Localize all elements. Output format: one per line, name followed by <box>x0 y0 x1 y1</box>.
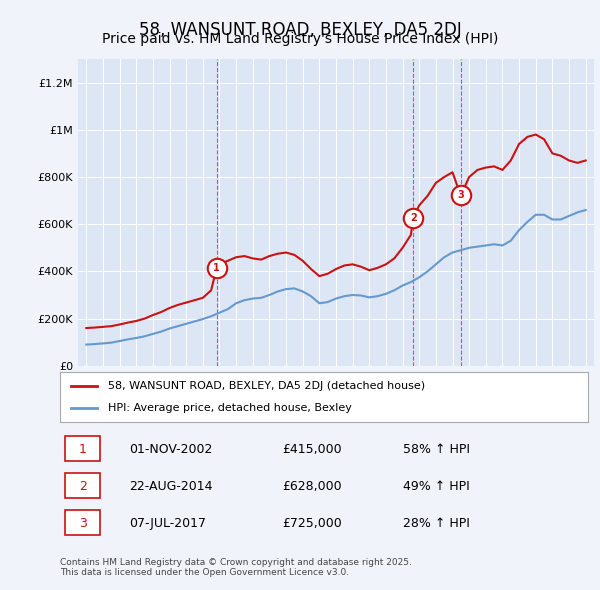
Text: 2: 2 <box>410 212 416 222</box>
Text: 3: 3 <box>458 190 464 199</box>
Text: 3: 3 <box>79 517 86 530</box>
FancyBboxPatch shape <box>65 473 100 498</box>
Text: £725,000: £725,000 <box>282 517 341 530</box>
Text: £415,000: £415,000 <box>282 443 341 456</box>
Text: 2: 2 <box>79 480 86 493</box>
Text: 07-JUL-2017: 07-JUL-2017 <box>128 517 206 530</box>
FancyBboxPatch shape <box>65 510 100 535</box>
Text: 28% ↑ HPI: 28% ↑ HPI <box>403 517 470 530</box>
Text: 1: 1 <box>79 443 86 456</box>
Text: 49% ↑ HPI: 49% ↑ HPI <box>403 480 470 493</box>
Text: 58, WANSUNT ROAD, BEXLEY, DA5 2DJ: 58, WANSUNT ROAD, BEXLEY, DA5 2DJ <box>139 21 461 39</box>
Text: 22-AUG-2014: 22-AUG-2014 <box>128 480 212 493</box>
Text: 01-NOV-2002: 01-NOV-2002 <box>128 443 212 456</box>
Text: £628,000: £628,000 <box>282 480 341 493</box>
Text: 1: 1 <box>213 263 220 273</box>
Text: HPI: Average price, detached house, Bexley: HPI: Average price, detached house, Bexl… <box>107 403 352 413</box>
Text: 58% ↑ HPI: 58% ↑ HPI <box>403 443 470 456</box>
FancyBboxPatch shape <box>65 436 100 461</box>
Text: 58, WANSUNT ROAD, BEXLEY, DA5 2DJ (detached house): 58, WANSUNT ROAD, BEXLEY, DA5 2DJ (detac… <box>107 381 425 391</box>
Text: Contains HM Land Registry data © Crown copyright and database right 2025.
This d: Contains HM Land Registry data © Crown c… <box>60 558 412 577</box>
Text: Price paid vs. HM Land Registry's House Price Index (HPI): Price paid vs. HM Land Registry's House … <box>102 32 498 47</box>
